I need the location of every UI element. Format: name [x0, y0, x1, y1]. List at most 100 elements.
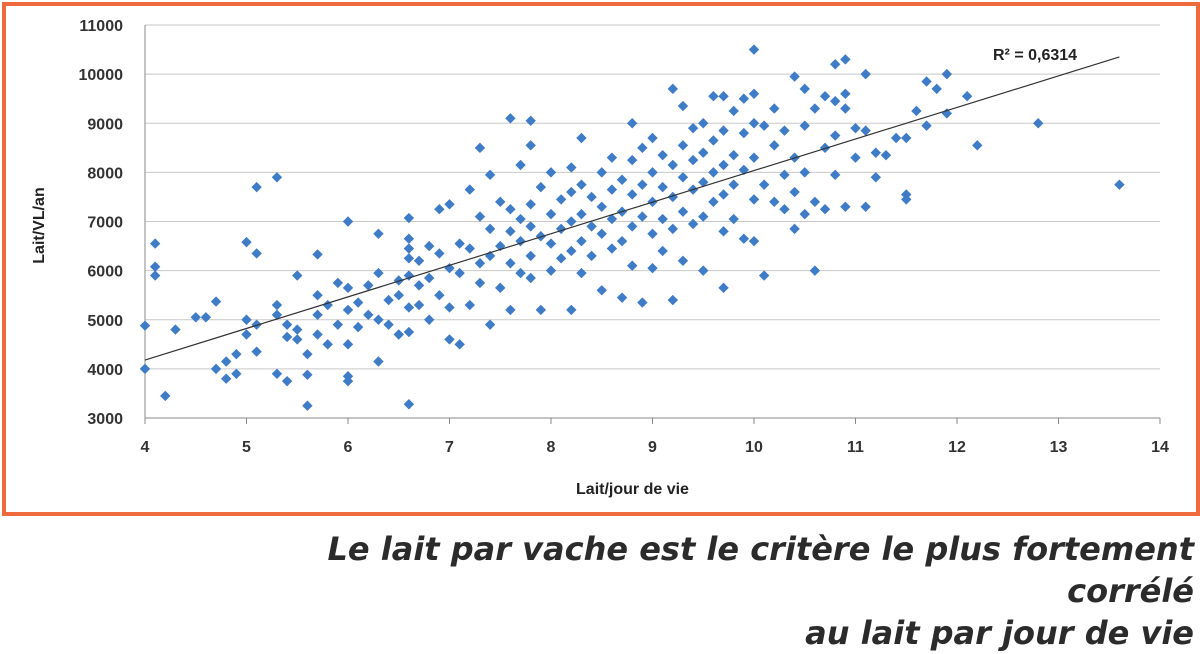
- data-point: [373, 314, 384, 325]
- data-point: [332, 277, 344, 289]
- data-point: [677, 255, 689, 266]
- data-point: [454, 339, 465, 350]
- data-point: [464, 243, 475, 254]
- data-point: [302, 369, 313, 380]
- data-point: [312, 249, 323, 260]
- data-point: [799, 83, 810, 95]
- r-squared-label: R² = 0,6314: [993, 47, 1077, 64]
- data-point: [789, 186, 800, 198]
- data-point: [251, 248, 262, 259]
- data-point: [698, 118, 709, 129]
- data-point: [647, 228, 658, 239]
- data-point: [667, 159, 678, 171]
- data-point: [616, 235, 628, 247]
- data-point: [302, 400, 313, 411]
- data-point: [454, 267, 465, 279]
- data-point: [403, 302, 415, 313]
- data-point: [312, 289, 323, 301]
- data-point: [606, 243, 618, 254]
- data-point: [657, 213, 668, 225]
- data-point: [596, 228, 607, 239]
- x-tick-label: 4: [141, 439, 150, 456]
- data-point: [403, 243, 415, 254]
- y-tick-label: 10000: [79, 67, 124, 84]
- data-point: [606, 184, 618, 195]
- data-point: [738, 164, 750, 176]
- data-point: [850, 122, 861, 134]
- data-point: [525, 199, 536, 210]
- data-point: [566, 216, 577, 227]
- data-point: [972, 140, 983, 151]
- data-point: [545, 265, 557, 276]
- data-point: [748, 44, 760, 55]
- data-point: [901, 132, 912, 144]
- x-tick-label: 8: [547, 439, 556, 456]
- y-tick-label: 7000: [87, 215, 123, 232]
- data-point: [515, 213, 526, 225]
- data-point: [789, 223, 800, 235]
- data-point: [535, 304, 547, 316]
- data-point: [413, 255, 425, 266]
- data-point: [221, 356, 232, 367]
- data-point: [474, 142, 486, 154]
- y-tick-label: 5000: [87, 313, 123, 330]
- data-point: [383, 294, 394, 306]
- data-point: [708, 196, 719, 208]
- data-point: [758, 179, 770, 190]
- data-point: [373, 228, 384, 239]
- data-point: [424, 240, 435, 252]
- data-point: [596, 167, 607, 178]
- y-tick-labels: 3000 4000 5000 6000 7000 8000 9000 10000 11000: [79, 18, 124, 428]
- data-point: [799, 167, 810, 178]
- data-point: [525, 250, 536, 262]
- data-point: [799, 120, 810, 131]
- data-point: [495, 196, 506, 208]
- data-point: [413, 299, 425, 311]
- data-point: [505, 304, 516, 316]
- data-point: [718, 91, 729, 102]
- data-point: [870, 172, 881, 183]
- data-point: [576, 179, 587, 190]
- data-point: [576, 208, 587, 220]
- data-point: [850, 152, 861, 163]
- data-point: [566, 162, 577, 173]
- data-point: [352, 321, 364, 333]
- data-point: [342, 375, 354, 387]
- data-point: [830, 59, 841, 70]
- data-point: [434, 204, 445, 215]
- data-point: [525, 115, 536, 126]
- data-point: [606, 213, 618, 225]
- data-point: [525, 221, 536, 232]
- data-point: [677, 206, 689, 217]
- data-point: [586, 250, 597, 262]
- data-point: [241, 314, 252, 325]
- x-tick-labels: 4 5 6 7 8 9 10 11 12 13 14: [141, 439, 1169, 456]
- data-point: [576, 267, 587, 279]
- data-point: [312, 329, 323, 340]
- chart-frame: [2, 2, 1200, 516]
- data-point: [718, 282, 729, 294]
- x-tick-label: 11: [847, 439, 864, 456]
- data-point: [525, 140, 536, 151]
- data-point: [576, 132, 587, 144]
- y-axis-title: Lait/VL/an: [31, 187, 48, 263]
- data-point: [149, 270, 161, 281]
- data-point: [403, 253, 415, 264]
- x-tick-label: 14: [1151, 439, 1169, 456]
- data-point: [474, 211, 486, 222]
- data-point: [515, 235, 526, 247]
- y-tick-label: 4000: [87, 362, 123, 379]
- data-point: [637, 211, 648, 222]
- data-point: [627, 260, 638, 271]
- data-point: [758, 270, 770, 281]
- data-point: [505, 226, 516, 237]
- data-point: [464, 299, 475, 311]
- data-point: [657, 245, 668, 257]
- data-points: [139, 44, 1125, 411]
- data-point: [657, 149, 668, 161]
- data-point: [545, 208, 557, 220]
- data-point: [586, 191, 597, 203]
- data-point: [657, 181, 668, 193]
- data-point: [525, 272, 536, 284]
- trend-line: [144, 56, 1120, 361]
